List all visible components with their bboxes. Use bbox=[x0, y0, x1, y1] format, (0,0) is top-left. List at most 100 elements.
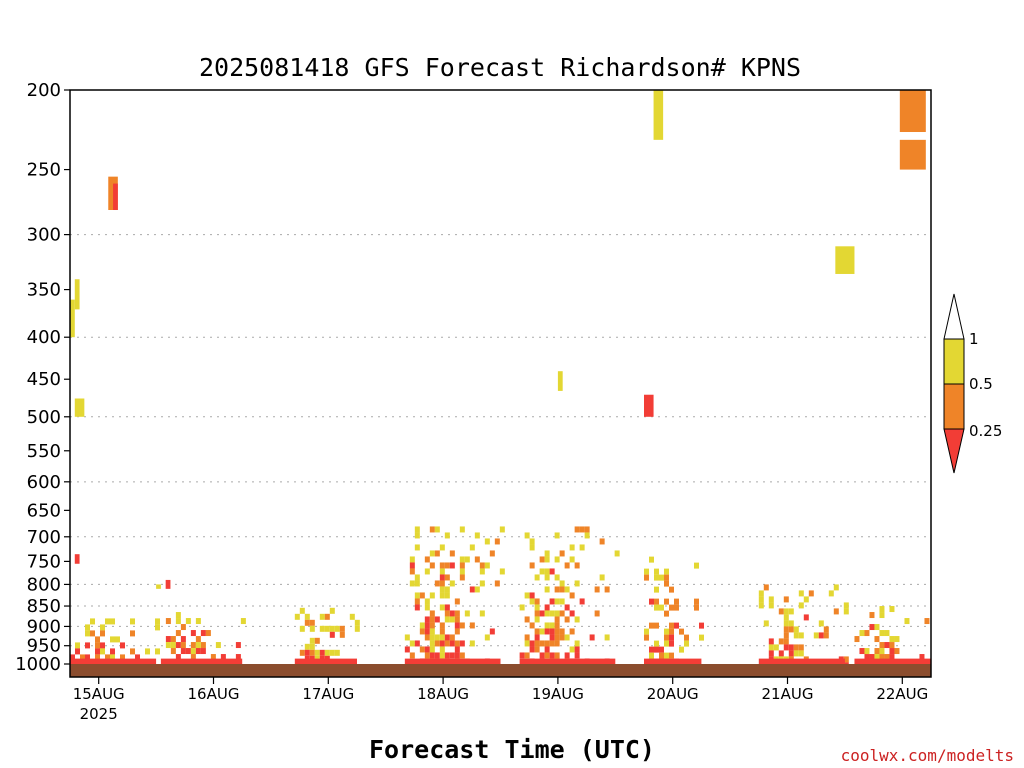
y-tick-label: 650 bbox=[27, 500, 61, 521]
ri-cell-mixed bbox=[654, 646, 659, 653]
ri-cell-surface bbox=[70, 658, 157, 665]
ri-cell-surface bbox=[854, 658, 931, 665]
ri-cell-mixed bbox=[654, 622, 659, 629]
ri-cell-mixed bbox=[584, 532, 590, 539]
ri-cell-mixed bbox=[559, 634, 565, 641]
ri-cell-mixed bbox=[879, 648, 885, 655]
ri-cell-mixed bbox=[659, 574, 664, 581]
legend-bin-red bbox=[943, 428, 965, 474]
ri-cell-mixed bbox=[409, 568, 415, 575]
ri-cell-mixed bbox=[768, 644, 774, 651]
x-axis-label: Forecast Time (UTC) bbox=[369, 735, 655, 764]
ri-cell-mixed bbox=[299, 649, 305, 656]
ri-cell-mixed bbox=[85, 642, 90, 649]
ri-cell-mixed bbox=[454, 622, 460, 629]
ri-cell-mixed bbox=[788, 626, 794, 633]
ri-cell-mixed bbox=[324, 613, 330, 620]
ri-cell-mixed bbox=[679, 646, 684, 653]
ri-cell-mixed bbox=[474, 556, 480, 563]
ri-cell-mixed bbox=[879, 654, 885, 661]
ri-cell-mixed bbox=[459, 574, 465, 581]
ri-cell-mixed bbox=[190, 648, 196, 655]
ri-cell-mixed bbox=[439, 580, 445, 587]
ri-cell-mixed bbox=[594, 610, 600, 617]
ri-cell-mixed bbox=[889, 648, 895, 655]
ri-cell-mixed bbox=[165, 618, 171, 625]
ri-cell-mixed bbox=[429, 616, 435, 623]
ri-cell-mixed bbox=[783, 620, 789, 627]
ri-cell-mixed bbox=[479, 568, 485, 575]
ri-cell-mixed bbox=[180, 636, 186, 643]
ri-cell-mixed bbox=[544, 574, 550, 581]
ri-cell-mixed bbox=[439, 562, 445, 569]
ri-cell-mixed bbox=[534, 628, 540, 635]
ri-cell-mixed bbox=[454, 616, 460, 623]
ri-cell-mixed bbox=[889, 636, 895, 643]
ri-cell-mixed bbox=[309, 649, 315, 656]
ri-cell-mixed bbox=[644, 634, 649, 641]
ri-cell-mixed bbox=[818, 620, 824, 627]
ri-cell-surface bbox=[758, 658, 845, 665]
credit-text: coolwx.com/modelts bbox=[841, 746, 1014, 765]
y-tick-label: 300 bbox=[27, 225, 61, 246]
ri-cell-mixed bbox=[200, 642, 206, 649]
ri-cell-mixed bbox=[679, 628, 684, 635]
ri-cell-mixed bbox=[195, 648, 201, 655]
ri-cell-mixed bbox=[823, 626, 829, 633]
ri-cell-mixed bbox=[494, 580, 500, 587]
ri-cell-mixed bbox=[334, 625, 340, 632]
ri-cell-mixed bbox=[459, 568, 465, 575]
ri-cell-mixed bbox=[414, 604, 420, 611]
ri-cell-mixed bbox=[190, 654, 196, 661]
ri-cell-mixed bbox=[459, 640, 465, 647]
ri-cell-mixed bbox=[594, 586, 600, 593]
ri-cell-mixed bbox=[544, 622, 550, 629]
ri-cell-mixed bbox=[409, 580, 415, 587]
legend-top-arrow bbox=[943, 293, 965, 340]
ri-cell-mixed bbox=[539, 568, 545, 575]
ri-cell-mixed bbox=[185, 618, 191, 625]
ri-cell-mixed bbox=[544, 604, 550, 611]
ri-cell-mixed bbox=[90, 630, 95, 637]
x-tick-label: 20AUG bbox=[647, 685, 699, 703]
ri-cell-mixed bbox=[454, 598, 460, 605]
ri-cell-mixed bbox=[524, 616, 530, 623]
ri-cell-mixed bbox=[768, 650, 774, 657]
ri-cell-mixed bbox=[120, 654, 125, 661]
ri-cell-orange bbox=[899, 90, 926, 133]
ri-cell-yellow bbox=[653, 90, 664, 140]
x-tick-label: 15AUG bbox=[73, 685, 125, 703]
ri-cell-mixed bbox=[484, 562, 490, 569]
ri-cell-mixed bbox=[828, 590, 834, 597]
ri-cell-mixed bbox=[95, 636, 100, 643]
ri-cell-mixed bbox=[559, 598, 565, 605]
ri-cell-mixed bbox=[419, 646, 425, 653]
ri-cell-mixed bbox=[180, 648, 186, 655]
ri-cell-mixed bbox=[694, 604, 699, 611]
ri-cell-mixed bbox=[669, 622, 674, 629]
ri-cell-mixed bbox=[599, 538, 605, 545]
ri-cell-mixed bbox=[180, 642, 186, 649]
ri-cell-mixed bbox=[299, 607, 305, 614]
x-tick-label: 21AUG bbox=[762, 685, 814, 703]
ri-cell-mixed bbox=[569, 592, 575, 599]
ri-cell-mixed bbox=[474, 586, 480, 593]
ri-cell-mixed bbox=[314, 649, 320, 656]
legend-label: 1 bbox=[969, 330, 979, 348]
ri-cell-mixed bbox=[110, 618, 115, 625]
ri-cell-mixed bbox=[155, 648, 160, 655]
ri-cell-mixed bbox=[534, 574, 540, 581]
ri-cell-mixed bbox=[549, 598, 555, 605]
ri-cell-mixed bbox=[664, 652, 669, 659]
ri-cell-mixed bbox=[429, 640, 435, 647]
ri-cell-mixed bbox=[549, 652, 555, 659]
ri-cell-mixed bbox=[339, 625, 345, 632]
ri-cell-mixed bbox=[564, 634, 570, 641]
ri-cell-mixed bbox=[424, 604, 430, 611]
ri-cell-orange bbox=[899, 139, 926, 170]
ri-cell-mixed bbox=[529, 622, 535, 629]
ri-cell-mixed bbox=[449, 580, 455, 587]
ri-cell-mixed bbox=[874, 648, 880, 655]
ri-cell-mixed bbox=[529, 538, 535, 545]
